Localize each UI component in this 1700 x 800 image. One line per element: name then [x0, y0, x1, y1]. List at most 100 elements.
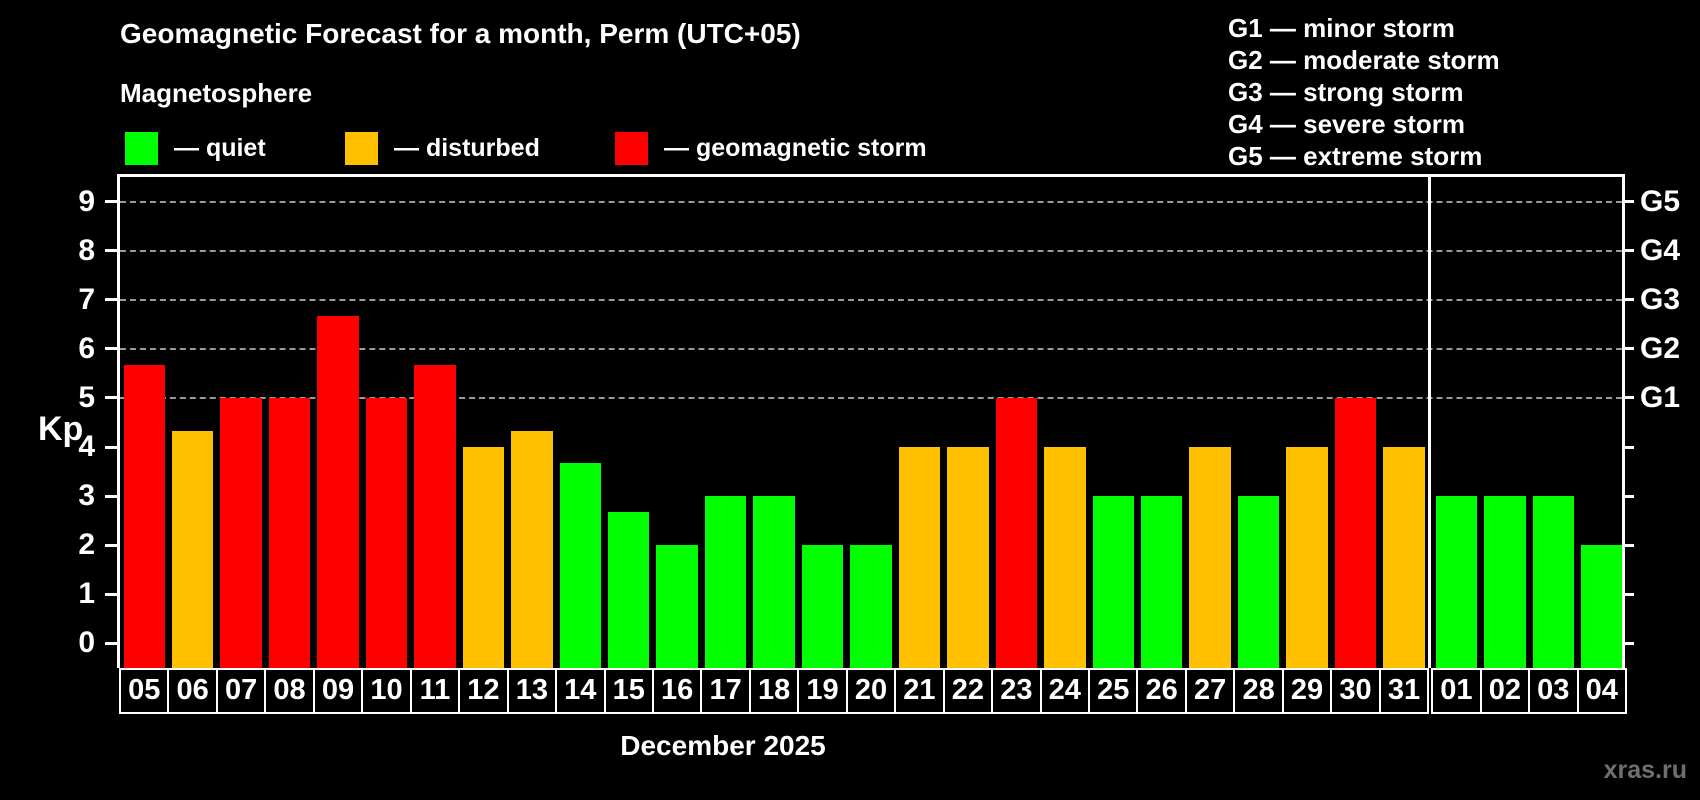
- date-label-17: 17: [700, 668, 751, 714]
- date-label-10: 10: [361, 668, 412, 714]
- left-tick-0: [105, 641, 117, 645]
- left-tick-5: [105, 396, 117, 400]
- g3-legend-line: G3 — strong storm: [1228, 77, 1464, 107]
- left-tick-1: [105, 592, 117, 596]
- month-divider-line: [1428, 177, 1432, 668]
- bar-29: [1286, 447, 1328, 668]
- magnetosphere-label: Magnetosphere: [120, 78, 313, 108]
- quiet-color-swatch: [125, 131, 158, 165]
- y-tick-label-0: 0: [78, 626, 95, 660]
- storm-color-swatch: [615, 131, 648, 165]
- g1-legend-line: G1 — minor storm: [1228, 13, 1455, 43]
- bar-07: [220, 397, 262, 668]
- date-label-08: 08: [264, 668, 315, 714]
- date-label-12: 12: [458, 668, 509, 714]
- right-tick-2: [1622, 543, 1634, 547]
- date-label-29: 29: [1281, 668, 1333, 714]
- date-label-31: 31: [1378, 668, 1430, 714]
- date-label-24: 24: [1039, 668, 1091, 714]
- bar-18: [753, 496, 795, 668]
- date-label-28: 28: [1233, 668, 1284, 714]
- bar-16: [656, 545, 698, 668]
- date-label-14: 14: [555, 668, 606, 714]
- right-tick-9: [1622, 200, 1634, 204]
- left-tick-2: [105, 543, 117, 547]
- bar-09: [317, 315, 359, 668]
- date-label-21: 21: [894, 668, 945, 714]
- bar-10: [365, 397, 408, 668]
- g5-legend-line: G5 — extreme storm: [1228, 141, 1483, 171]
- bar-31: [1383, 447, 1425, 668]
- plot-area: 0 1 2 3 4 5 6 7 8 9 G1 G2 G3 G4 G5 05 06 07 08 09 10 11 12 13 14…: [78, 174, 1680, 714]
- left-tick-4: [105, 445, 117, 449]
- y-tick-label-8: 8: [78, 233, 95, 267]
- y-tick-label-2: 2: [78, 528, 95, 562]
- right-tick-7: [1622, 298, 1634, 302]
- bar-21: [898, 447, 941, 668]
- date-label-01: 01: [1431, 668, 1482, 714]
- bar-08: [268, 397, 311, 668]
- y-tick-label-3: 3: [78, 479, 95, 513]
- bar-22: [947, 447, 989, 668]
- bar-02: [1484, 496, 1526, 668]
- date-label-11: 11: [409, 668, 461, 714]
- left-tick-7: [105, 298, 117, 302]
- legend-item-disturbed: — disturbed: [345, 130, 540, 166]
- left-tick-3: [105, 494, 117, 498]
- bar-24: [1044, 447, 1086, 668]
- g-tick-label-g5: G5: [1640, 184, 1681, 218]
- bar-17: [704, 496, 747, 668]
- y-tick-label-7: 7: [78, 282, 95, 316]
- legend-item-quiet: — quiet: [125, 130, 266, 166]
- disturbed-color-swatch: [345, 131, 378, 165]
- left-tick-6: [105, 347, 117, 351]
- right-tick-4: [1622, 445, 1634, 449]
- y-tick-label-6: 6: [78, 331, 95, 365]
- date-label-15: 15: [603, 668, 654, 714]
- bar-23: [995, 397, 1038, 668]
- x-axis-label: December 2025: [620, 730, 826, 761]
- bar-20: [850, 545, 892, 668]
- date-label-13: 13: [506, 668, 558, 714]
- date-label-19: 19: [797, 668, 848, 714]
- date-label-22: 22: [942, 668, 994, 714]
- right-tick-1: [1622, 592, 1634, 596]
- bar-12: [462, 447, 505, 668]
- right-tick-0: [1622, 641, 1634, 645]
- date-label-26: 26: [1136, 668, 1187, 714]
- date-label-23: 23: [991, 668, 1042, 714]
- date-label-09: 09: [312, 668, 364, 714]
- bar-11: [414, 365, 456, 668]
- date-label-25: 25: [1088, 668, 1139, 714]
- right-tick-3: [1622, 494, 1634, 498]
- gridline-kp6: [120, 347, 1622, 350]
- bar-30: [1334, 397, 1377, 668]
- gridline-kp9: [120, 200, 1622, 203]
- legend-label-disturbed: — disturbed: [394, 133, 540, 162]
- right-tick-5: [1622, 396, 1634, 400]
- date-label-03: 03: [1528, 668, 1579, 714]
- g-scale-legend: G1 — minor storm G2 — moderate storm G3 …: [1228, 12, 1500, 172]
- date-label-06: 06: [167, 668, 218, 714]
- y-axis-label: Kp: [38, 410, 84, 448]
- date-label-20: 20: [845, 668, 897, 714]
- legend-label-storm: — geomagnetic storm: [664, 133, 927, 162]
- g-tick-label-g2: G2: [1640, 331, 1681, 365]
- bar-27: [1189, 447, 1231, 668]
- bar-04: [1581, 545, 1623, 668]
- date-label-18: 18: [748, 668, 800, 714]
- date-label-30: 30: [1330, 668, 1381, 714]
- legend-item-storm: — geomagnetic storm: [615, 130, 927, 166]
- bar-13: [511, 430, 553, 668]
- bar-01: [1435, 496, 1478, 668]
- right-tick-8: [1622, 249, 1634, 253]
- page-title: Geomagnetic Forecast for a month, Perm (…: [120, 18, 801, 49]
- date-label-16: 16: [651, 668, 703, 714]
- g2-legend-line: G2 — moderate storm: [1228, 45, 1500, 75]
- g-tick-label-g3: G3: [1640, 282, 1681, 316]
- y-tick-label-9: 9: [78, 184, 95, 218]
- bar-28: [1237, 496, 1280, 668]
- bar-05: [123, 365, 165, 668]
- left-tick-9: [105, 200, 117, 204]
